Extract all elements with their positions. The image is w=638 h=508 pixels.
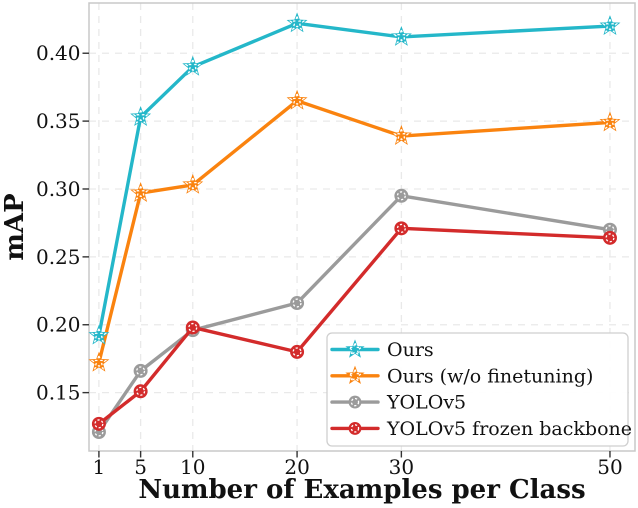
- x-tick-label-1: 1: [93, 455, 106, 479]
- marker-ours-4: [390, 25, 412, 46]
- marker-yolov5-3: [290, 296, 305, 311]
- marker-yolov5-frozen-backbone-4: [394, 221, 409, 236]
- legend-marker-ours-inner: [347, 341, 363, 357]
- marker-ours-w-o-finetuning-1: [130, 182, 152, 202]
- marker-ours-w-o-finetuning-5: [599, 111, 621, 132]
- legend-marker-yolov5-frozen-backbone-inner: [350, 424, 360, 433]
- marker-ours-3: [286, 12, 308, 33]
- x-tick-label-30: 30: [389, 455, 414, 479]
- x-axis-label: Number of Examples per Class: [138, 475, 586, 505]
- marker-ours-w-o-finetuning-4-inner: [393, 127, 410, 144]
- marker-yolov5-frozen-backbone-0-inner: [94, 419, 104, 429]
- marker-yolov5-1-inner: [136, 366, 146, 376]
- marker-ours-5-inner: [601, 17, 619, 34]
- marker-yolov5-4-inner: [396, 191, 406, 201]
- marker-yolov5-frozen-backbone-1-inner: [136, 386, 146, 396]
- legend-label-yolov5-frozen-backbone: YOLOv5 frozen backbone: [386, 418, 632, 440]
- marker-yolov5-4: [394, 188, 409, 203]
- marker-ours-w-o-finetuning-3-inner: [288, 91, 306, 108]
- legend-marker-ours-w-o-finetuning: [345, 365, 365, 384]
- marker-ours-2: [182, 55, 204, 76]
- x-tick-label-5: 5: [134, 455, 147, 479]
- marker-ours-w-o-finetuning-2-inner: [184, 176, 202, 193]
- marker-yolov5-frozen-backbone-1: [133, 384, 148, 399]
- y-tick-label-0.20: 0.20: [36, 313, 81, 337]
- x-tick-label-50: 50: [597, 455, 622, 479]
- legend-marker-yolov5-inner: [350, 397, 360, 407]
- legend-label-ours: Ours: [387, 339, 434, 361]
- y-tick-label-0.30: 0.30: [36, 177, 81, 201]
- legend-marker-ours: [345, 339, 365, 358]
- y-tick-label-0.25: 0.25: [36, 245, 81, 269]
- marker-yolov5-frozen-backbone-2-inner: [188, 322, 198, 333]
- series-line-ours: [97, 21, 612, 338]
- marker-ours-5: [599, 15, 621, 35]
- legend-marker-ours-w-o-finetuning-inner: [347, 367, 363, 383]
- marker-yolov5-frozen-backbone-3: [290, 344, 305, 359]
- marker-yolov5-frozen-backbone-5: [602, 230, 617, 245]
- marker-ours-0: [88, 324, 110, 345]
- marker-yolov5-frozen-backbone-2: [185, 320, 200, 335]
- marker-yolov5-frozen-backbone-3-inner: [292, 347, 302, 357]
- marker-ours-w-o-finetuning-3: [286, 89, 308, 110]
- plot-border: [88, 2, 636, 452]
- marker-yolov5-3-inner: [292, 298, 302, 308]
- marker-ours-w-o-finetuning-4: [390, 125, 412, 145]
- y-tick-label-0.15: 0.15: [36, 381, 81, 405]
- marker-yolov5-frozen-backbone-5-inner: [605, 233, 615, 243]
- marker-ours-w-o-finetuning-2: [182, 173, 204, 194]
- marker-yolov5-frozen-backbone-4-inner: [396, 223, 406, 233]
- legend-marker-yolov5-frozen-backbone: [348, 421, 362, 435]
- marker-ours-0-inner: [90, 326, 108, 343]
- marker-ours-w-o-finetuning-5-inner: [601, 113, 619, 130]
- marker-ours-w-o-finetuning-0: [88, 351, 110, 372]
- series-line-ours-w-o-finetuning: [97, 99, 612, 365]
- y-tick-label-0.40: 0.40: [36, 41, 81, 65]
- legend-label-ours-w-o-finetuning: Ours (w/o finetuning): [387, 365, 593, 387]
- marker-ours-3-inner: [288, 14, 306, 31]
- x-tick-label-20: 20: [284, 455, 309, 479]
- x-tick-label-10: 10: [180, 455, 205, 479]
- marker-ours-w-o-finetuning-0-inner: [90, 354, 108, 370]
- legend-marker-yolov5: [348, 395, 362, 409]
- marker-yolov5-frozen-backbone-0: [91, 416, 106, 431]
- marker-ours-w-o-finetuning-1-inner: [132, 184, 149, 201]
- marker-yolov5-1: [133, 363, 148, 378]
- marker-ours-4-inner: [393, 28, 410, 45]
- marker-ours-1-inner: [132, 108, 149, 125]
- series-line-yolov5-frozen-backbone: [97, 226, 612, 426]
- marker-ours-1: [130, 106, 152, 126]
- legend-box: [326, 332, 629, 447]
- y-tick-label-0.35: 0.35: [36, 109, 81, 133]
- y-axis-label: mAP: [0, 193, 30, 261]
- legend-label-yolov5: YOLOv5: [386, 392, 466, 414]
- marker-ours-2-inner: [184, 58, 202, 74]
- series-line-yolov5: [97, 194, 612, 434]
